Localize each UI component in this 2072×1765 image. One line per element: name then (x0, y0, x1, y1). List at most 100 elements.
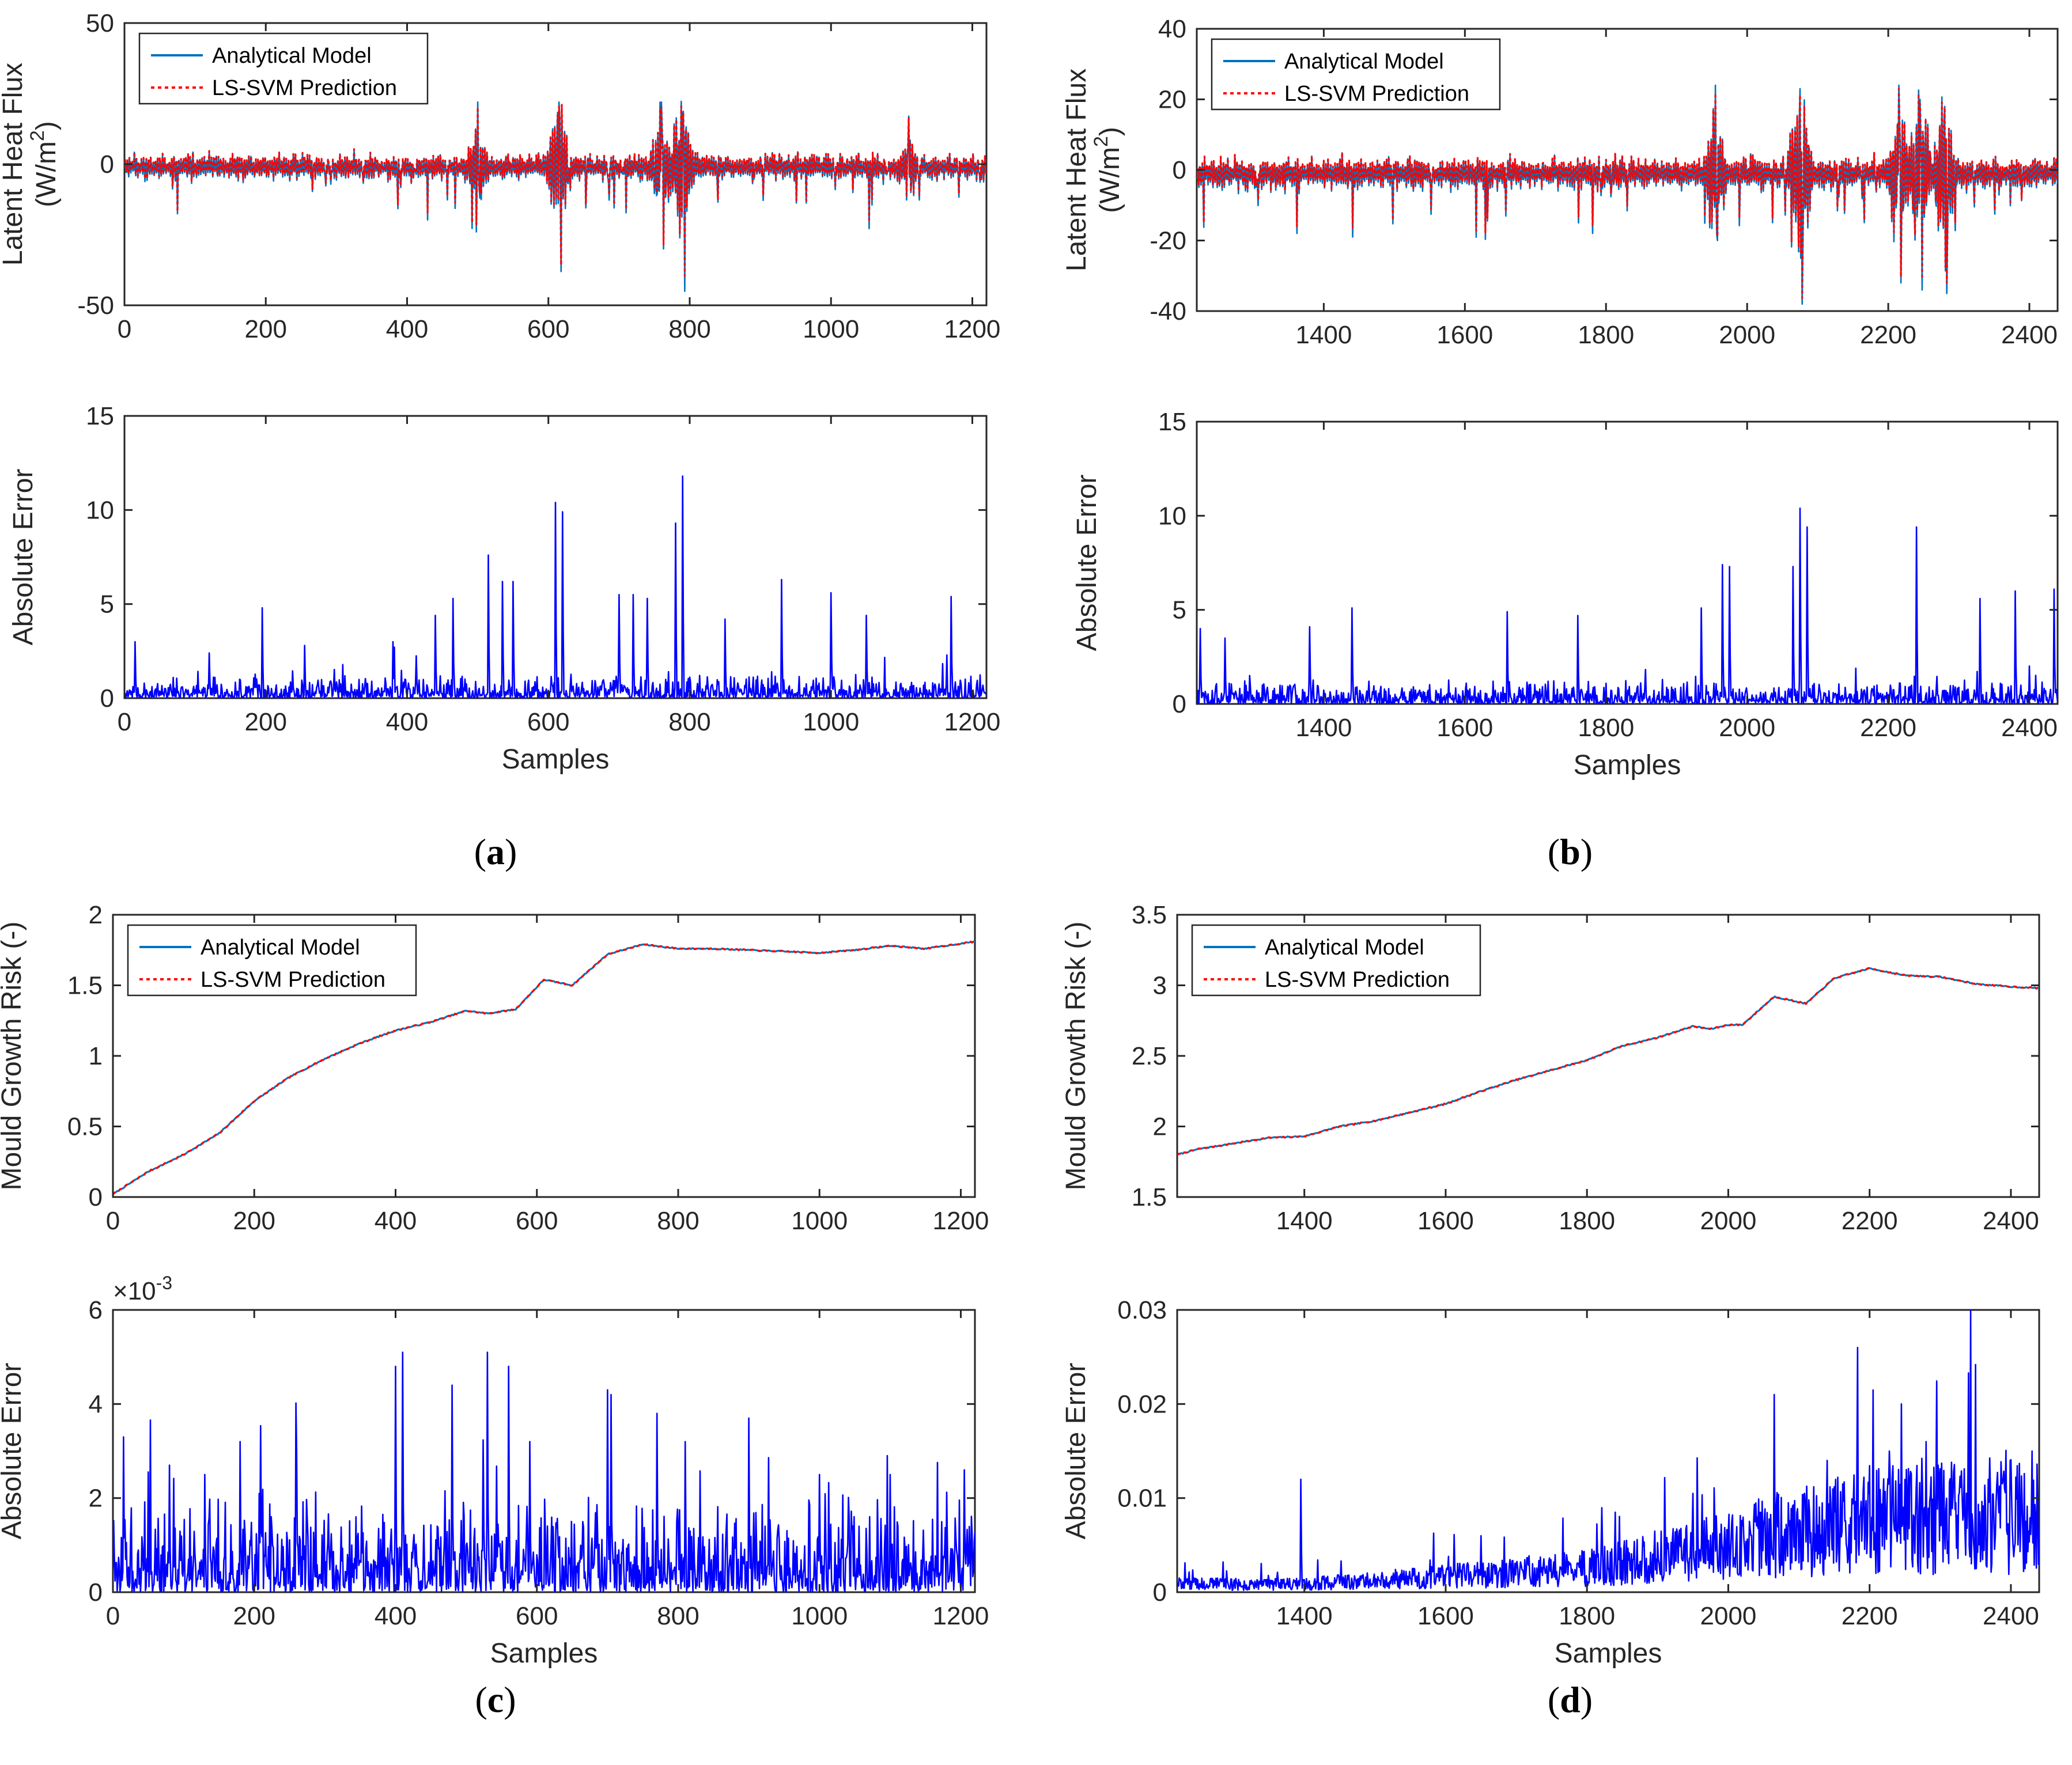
x-tick-label: 1000 (803, 708, 859, 736)
x-tick-label: 2400 (2001, 714, 2058, 742)
chart-c-top: 0 200 400 600 800 1000 1200 0 0.5 1 1.5 2 Mould Grow… (0, 901, 989, 1235)
legend-item-analytical-model-label: Analytical Model (201, 935, 360, 960)
y-tick-label: 3.5 (1132, 901, 1167, 929)
y-axis-label: Absolute Error (8, 469, 39, 646)
legend-box (1211, 38, 1501, 111)
y-axis-label: Absolute Error (0, 1363, 27, 1540)
legend-item-ls-svm-prediction-label: LS-SVM Prediction (1265, 968, 1450, 992)
series-ls-svm-prediction (113, 940, 975, 1195)
legend-box (127, 924, 417, 997)
y-tick-label: 0 (1153, 1578, 1167, 1607)
x-tick-label: 400 (386, 315, 428, 343)
y-tick-label: 0 (89, 1183, 103, 1211)
x-tick-label: 2200 (1842, 1207, 1898, 1235)
plot-area (1196, 421, 2059, 705)
series-ls-svm-prediction (1177, 967, 2039, 1156)
x-tick-label: 1000 (803, 315, 859, 343)
y-axis-label: Latent Heat Flux (W/m2) (1061, 69, 1125, 271)
x-tick-label: 600 (527, 315, 569, 343)
x-tick-label: 1600 (1417, 1207, 1474, 1235)
legend-item-analytical-model-label: Analytical Model (212, 44, 372, 68)
x-tick-label: 200 (245, 315, 287, 343)
legend: Analytical Model LS-SVM Prediction (1191, 924, 1481, 997)
y-axis-label: Absolute Error (1072, 475, 1102, 652)
y-axis-label: Mould Growth Risk (-) (0, 922, 27, 1191)
y-tick-label: 3 (1153, 972, 1167, 1000)
y-axis-label: Absolute Error (1061, 1363, 1091, 1540)
chart-b-bottom: 1400 1600 1800 2000 2200 2400 0 5 10 15 Absolute E… (1072, 408, 2059, 781)
y-axis-label: Mould Growth Risk (-) (1061, 922, 1091, 1191)
series-group (113, 940, 975, 1195)
legend-item-analytical-model-label: Analytical Model (1284, 50, 1444, 74)
x-tick-label: 1200 (933, 1602, 989, 1630)
y-tick-label: 10 (1158, 502, 1186, 530)
x-tick-label: 1400 (1295, 714, 1352, 742)
x-tick-label: 200 (245, 708, 287, 736)
x-axis-label: Samples (502, 744, 610, 775)
x-tick-label: 1000 (791, 1602, 848, 1630)
chart-d-bottom: 1400 1600 1800 2000 2200 2400 0 0.01 0.02 0.03 Abs… (1061, 1296, 2040, 1669)
y-tick-label: 0 (89, 1578, 103, 1607)
series-group (124, 475, 986, 698)
x-tick-label: 1200 (933, 1207, 989, 1235)
x-tick-label: 2400 (2001, 321, 2058, 349)
y-tick-label: 0.01 (1117, 1484, 1167, 1513)
y-tick-label: 10 (86, 496, 114, 524)
x-tick-label: 600 (527, 708, 569, 736)
x-tick-label: 1800 (1559, 1207, 1615, 1235)
x-tick-label: 1600 (1436, 321, 1493, 349)
y-tick-label: 4 (89, 1390, 103, 1418)
x-tick-label: 2200 (1860, 714, 1916, 742)
x-tick-label: 800 (668, 708, 710, 736)
x-tick-label: 0 (118, 708, 131, 736)
series-absolute-error (1177, 1310, 2039, 1591)
x-tick-label: 1400 (1276, 1207, 1333, 1235)
x-tick-label: 2400 (1983, 1207, 2039, 1235)
x-tick-label: 1400 (1295, 321, 1352, 349)
x-tick-label: 1400 (1276, 1602, 1333, 1630)
plot-area (1176, 1309, 2040, 1593)
chart-a-bottom: 0 200 400 600 800 1000 1200 0 5 10 15 Absolute Erro… (8, 402, 1000, 775)
y-tick-label: 0 (100, 150, 114, 179)
x-tick-label: 0 (106, 1602, 120, 1630)
x-tick-label: 0 (118, 315, 131, 343)
legend-item-ls-svm-prediction-label: LS-SVM Prediction (1284, 82, 1469, 106)
x-tick-label: 1000 (791, 1207, 848, 1235)
chart-b-top: 1400 1600 1800 2000 2200 2400 -40 -20 0 20 40 Laten… (1061, 15, 2059, 349)
x-tick-label: 2200 (1860, 321, 1916, 349)
chart-c-bottom: 0 200 400 600 800 1000 1200 0 2 4 6 Absolute Error S… (0, 1272, 989, 1669)
x-tick-label: 1800 (1578, 714, 1634, 742)
legend: Analytical Model LS-SVM Prediction (1211, 38, 1501, 111)
x-tick-label: 2400 (1983, 1602, 2039, 1630)
x-tick-label: 800 (657, 1207, 699, 1235)
y-tick-label: -20 (1150, 227, 1186, 255)
series-group (1197, 507, 2058, 704)
y-tick-label: -40 (1150, 297, 1186, 325)
x-tick-label: 1800 (1559, 1602, 1615, 1630)
x-tick-label: 1200 (944, 708, 1001, 736)
y-tick-label: 40 (1158, 15, 1186, 43)
x-tick-label: 800 (657, 1602, 699, 1630)
x-axis-label: Samples (490, 1638, 598, 1669)
y-axis-exponent: ×10-3 (113, 1272, 172, 1305)
chart-d-top: 1400 1600 1800 2000 2200 2400 1.5 2 2.5 3 3.5 Mould… (1061, 901, 2040, 1235)
x-tick-label: 1600 (1436, 714, 1493, 742)
legend-item-analytical-model-label: Analytical Model (1265, 935, 1424, 960)
y-tick-label: 2 (89, 901, 103, 929)
y-tick-label: 20 (1158, 86, 1186, 114)
panel-caption-d: (d) (1548, 1679, 1593, 1720)
y-tick-label: 2 (89, 1484, 103, 1513)
y-tick-label: 5 (1173, 596, 1186, 624)
series-group (113, 1351, 975, 1592)
y-tick-label: 2 (1153, 1113, 1167, 1141)
x-tick-label: 2000 (1719, 321, 1775, 349)
y-tick-label: 0.03 (1117, 1296, 1167, 1324)
panel-caption-c: (c) (475, 1679, 516, 1720)
series-group (1177, 1310, 2039, 1591)
series-absolute-error (113, 1351, 975, 1592)
x-tick-label: 400 (386, 708, 428, 736)
y-tick-label: 2.5 (1132, 1042, 1167, 1070)
y-tick-label: 0 (1173, 690, 1186, 718)
